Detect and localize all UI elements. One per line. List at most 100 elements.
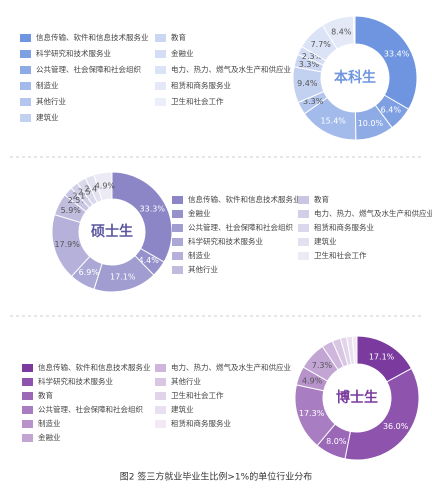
value-label: 7.7% xyxy=(311,40,332,49)
legend-label: 金融业 xyxy=(171,48,194,58)
legend-label: 科学研究和技术服务业 xyxy=(188,236,263,246)
legend-swatch xyxy=(155,406,166,414)
legend-swatch xyxy=(172,252,183,260)
legend-swatch xyxy=(22,364,33,372)
legend-swatch xyxy=(155,98,166,106)
pie-slice xyxy=(354,15,418,110)
legend-swatch xyxy=(155,50,166,58)
legend-label: 教育 xyxy=(38,390,53,400)
legend-label: 信息传输、软件和信息技术服务业 xyxy=(38,362,151,372)
legend-swatch xyxy=(172,238,183,246)
legend-swatch xyxy=(155,66,166,74)
pie-slice xyxy=(344,367,420,461)
legend-swatch xyxy=(298,224,309,232)
value-label: 33.4% xyxy=(384,50,410,59)
legend-label: 信息传输、软件和信息技术服务业 xyxy=(36,32,149,42)
legend-label: 制造业 xyxy=(38,418,61,428)
center-label: 本科生 xyxy=(334,69,376,86)
legend-swatch xyxy=(20,82,31,90)
legend-label: 建筑业 xyxy=(36,112,59,122)
pie-slice xyxy=(352,15,356,45)
legend-label: 其他行业 xyxy=(171,376,201,386)
value-label: 36.0% xyxy=(383,422,409,431)
legend-label: 教育 xyxy=(171,32,186,42)
value-label: 15.4% xyxy=(320,116,346,125)
legend-label: 公共管理、社会保障和社会组织 xyxy=(36,64,141,74)
legend-label: 科学研究和技术服务业 xyxy=(38,376,113,386)
legend-swatch xyxy=(298,196,309,204)
value-label: 5.9% xyxy=(61,206,82,215)
legend-swatch xyxy=(155,378,166,386)
legend-swatch xyxy=(20,98,31,106)
legend-label: 卫生和社会工作 xyxy=(314,250,367,260)
legend-label: 电力、热力、燃气及水生产和供应业 xyxy=(171,64,291,74)
legend-swatch xyxy=(22,420,33,428)
legend-swatch xyxy=(22,406,33,414)
value-label: 2.1% xyxy=(73,191,94,200)
legend-swatch xyxy=(22,378,33,386)
legend-label: 金融业 xyxy=(188,208,211,218)
value-label: 2.5% xyxy=(78,188,99,197)
legend-label: 建筑业 xyxy=(171,404,194,414)
legend-label: 建筑业 xyxy=(314,236,337,246)
legend-swatch xyxy=(20,114,31,122)
value-label: 3.3% xyxy=(299,60,320,69)
legend-label: 公共管理、社会保障和社会组织 xyxy=(38,404,143,414)
value-label: 17.1% xyxy=(110,273,136,282)
value-label: 8.4% xyxy=(331,27,352,36)
legend-swatch xyxy=(155,420,166,428)
legend-label: 信息传输、软件和信息技术服务业 xyxy=(188,194,301,204)
legend-swatch xyxy=(155,364,166,372)
legend-label: 其他行业 xyxy=(188,264,218,274)
pie-slice xyxy=(111,171,173,263)
center-label: 硕士生 xyxy=(91,223,133,240)
legend-label: 科学研究和技术服务业 xyxy=(36,48,111,58)
value-label: 6.4% xyxy=(381,105,402,114)
legend-swatch xyxy=(298,210,309,218)
value-label: 17.3% xyxy=(299,409,325,418)
pie-slice xyxy=(93,171,113,202)
legend-swatch xyxy=(155,392,166,400)
value-label: 17.1% xyxy=(369,352,395,361)
value-label: 2.3% xyxy=(302,52,323,61)
legend-swatch xyxy=(298,238,309,246)
value-label: 17.9% xyxy=(54,240,80,249)
legend-label: 电力、热力、燃气及水生产和供应业 xyxy=(171,362,291,372)
legend-label: 制造业 xyxy=(188,250,211,260)
legend-label: 教育 xyxy=(314,194,329,204)
value-label: 8.0% xyxy=(326,437,347,446)
legend-swatch xyxy=(172,266,183,274)
legend-swatch xyxy=(20,34,31,42)
value-label: 2.5% xyxy=(68,196,89,205)
pie-slice xyxy=(351,335,358,365)
legend-label: 租赁和商务服务业 xyxy=(171,80,231,90)
value-label: 2.4% xyxy=(84,184,105,193)
legend-swatch xyxy=(155,34,166,42)
legend-swatch xyxy=(22,392,33,400)
legend-swatch xyxy=(172,196,183,204)
legend-label: 卫生和社会工作 xyxy=(171,390,224,400)
value-label: 3.3% xyxy=(303,97,324,106)
legend-label: 租赁和商务服务业 xyxy=(171,418,231,428)
legend-swatch xyxy=(155,82,166,90)
legend-swatch xyxy=(172,224,183,232)
value-label: 4.9% xyxy=(302,376,323,385)
center-label: 博士生 xyxy=(336,389,378,406)
value-label: 6.9% xyxy=(79,268,100,277)
value-label: 4.4% xyxy=(139,256,160,265)
legend-label: 卫生和社会工作 xyxy=(171,96,224,106)
legend-label: 公共管理、社会保障和社会组织 xyxy=(188,222,293,232)
legend-swatch xyxy=(20,66,31,74)
legend-swatch xyxy=(172,210,183,218)
legend-swatch xyxy=(22,434,33,442)
legend-label: 金融业 xyxy=(38,432,61,442)
legend-label: 租赁和商务服务业 xyxy=(314,222,374,232)
value-label: 10.0% xyxy=(358,119,384,128)
legend-label: 制造业 xyxy=(36,80,59,90)
legend-swatch xyxy=(20,50,31,58)
value-label: 4.9% xyxy=(95,182,116,191)
value-label: 33.3% xyxy=(140,204,166,213)
value-label: 7.3% xyxy=(312,361,333,370)
legend-label: 电力、热力、燃气及水生产和供应业 xyxy=(314,208,432,218)
